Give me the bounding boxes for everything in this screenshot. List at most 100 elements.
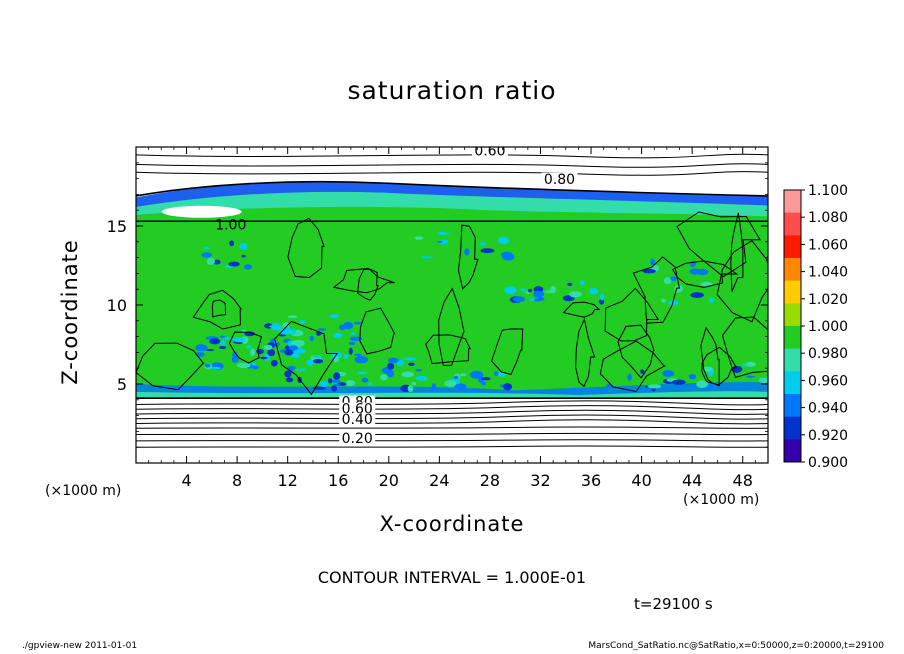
field-patch — [250, 348, 256, 356]
field-patch — [438, 239, 449, 245]
field-patch — [206, 257, 215, 265]
contour-line — [136, 419, 768, 425]
colorbar-label: 0.920 — [808, 428, 848, 444]
field-patch — [328, 378, 333, 384]
contour-line — [617, 324, 655, 379]
field-patch — [689, 268, 701, 275]
field-patch — [387, 357, 399, 364]
field-patch — [349, 341, 356, 346]
colorbar-swatch — [784, 258, 801, 282]
field-patch — [478, 375, 484, 383]
x-tick-label: 20 — [379, 471, 399, 490]
contour-line — [730, 212, 744, 292]
x-tick-label: 32 — [530, 471, 550, 490]
field-patch — [361, 377, 369, 383]
contour-line — [136, 400, 768, 406]
field-patch — [528, 288, 532, 293]
contour-interval: CONTOUR INTERVAL = 1.000E-01 — [317, 568, 587, 587]
contour-line — [599, 340, 667, 393]
field-patch — [267, 348, 276, 357]
field-patch — [481, 381, 486, 386]
field-patch — [481, 377, 491, 381]
field-patch — [228, 261, 240, 267]
field-patch — [480, 248, 495, 254]
colorbar-label: 0.980 — [808, 346, 848, 362]
field-patch — [403, 357, 417, 361]
contour-line — [192, 289, 243, 330]
contour-line — [136, 180, 768, 197]
field-patch — [380, 374, 388, 381]
field-patch — [222, 337, 234, 340]
footer-left: ./gpview-new 2011-01-01 — [22, 641, 138, 651]
field-patch — [664, 277, 672, 285]
field-patch — [415, 375, 428, 381]
field-patch — [674, 284, 683, 293]
footer-right: MarsCond_SatRatio.nc@SatRatio,x=0:50000,… — [588, 641, 884, 651]
field-patch — [525, 291, 530, 295]
field-patch — [529, 298, 535, 301]
y-axis-label: Z-coordinate — [58, 239, 82, 385]
field-patch — [415, 369, 423, 372]
contour-line — [676, 211, 761, 278]
contour-line — [136, 445, 768, 448]
field-patch — [241, 254, 246, 258]
contour-line — [228, 331, 263, 364]
field-patch — [533, 290, 544, 298]
y-tick-label: 10 — [107, 296, 127, 315]
field-patch — [661, 298, 667, 303]
field-patch — [368, 382, 373, 386]
x-tick-label: 8 — [232, 471, 242, 490]
field-patch — [287, 315, 298, 319]
contour-label: 0.40 — [342, 412, 373, 428]
field-patch — [349, 336, 363, 342]
contour-line — [136, 171, 768, 176]
field-patch — [567, 282, 573, 286]
colorbar-swatch — [784, 303, 801, 327]
field-patch — [431, 383, 437, 391]
x-tick-label: 36 — [581, 471, 601, 490]
field-patch — [260, 356, 268, 360]
field-patch — [294, 368, 307, 371]
colorbar-label: 1.040 — [808, 265, 848, 281]
field-patch — [195, 344, 208, 352]
field-patch — [263, 344, 273, 350]
field-patch — [453, 375, 459, 380]
field-patch — [420, 256, 433, 259]
field-patch — [494, 371, 499, 376]
field-cloud-top-green — [136, 206, 768, 222]
field-patch — [251, 365, 259, 370]
field-patch — [503, 383, 512, 391]
x-tick-label: 4 — [181, 471, 191, 490]
contour-label: 0.20 — [342, 431, 373, 447]
field-patch — [306, 359, 314, 367]
field-patch — [708, 297, 715, 303]
contour-line — [562, 301, 601, 318]
field-patch — [331, 385, 337, 392]
contour-line — [136, 409, 768, 415]
field-patch — [309, 335, 314, 342]
field-patch — [642, 269, 656, 274]
field-patch — [401, 371, 415, 378]
field-patch — [220, 340, 226, 346]
contour-line — [457, 224, 479, 290]
contour-line — [136, 342, 205, 391]
field-patch — [333, 332, 343, 339]
contour-line — [604, 287, 660, 342]
chart-title: saturation ratio — [347, 76, 557, 105]
field-patch — [501, 251, 513, 258]
field-patch — [579, 280, 585, 286]
field-patch — [284, 349, 294, 356]
contour-label: 0.80 — [544, 172, 575, 188]
field-patch — [627, 373, 632, 381]
field-patch — [279, 327, 292, 335]
field-patch — [354, 355, 369, 364]
contour-line — [721, 316, 768, 379]
field-patch — [690, 292, 704, 298]
field-patch — [206, 349, 215, 352]
colorbar-label: 0.900 — [808, 455, 848, 471]
field-patch — [460, 373, 467, 377]
field-patch — [702, 366, 713, 372]
contour-line — [274, 320, 339, 396]
colorbar-swatch — [784, 439, 801, 463]
